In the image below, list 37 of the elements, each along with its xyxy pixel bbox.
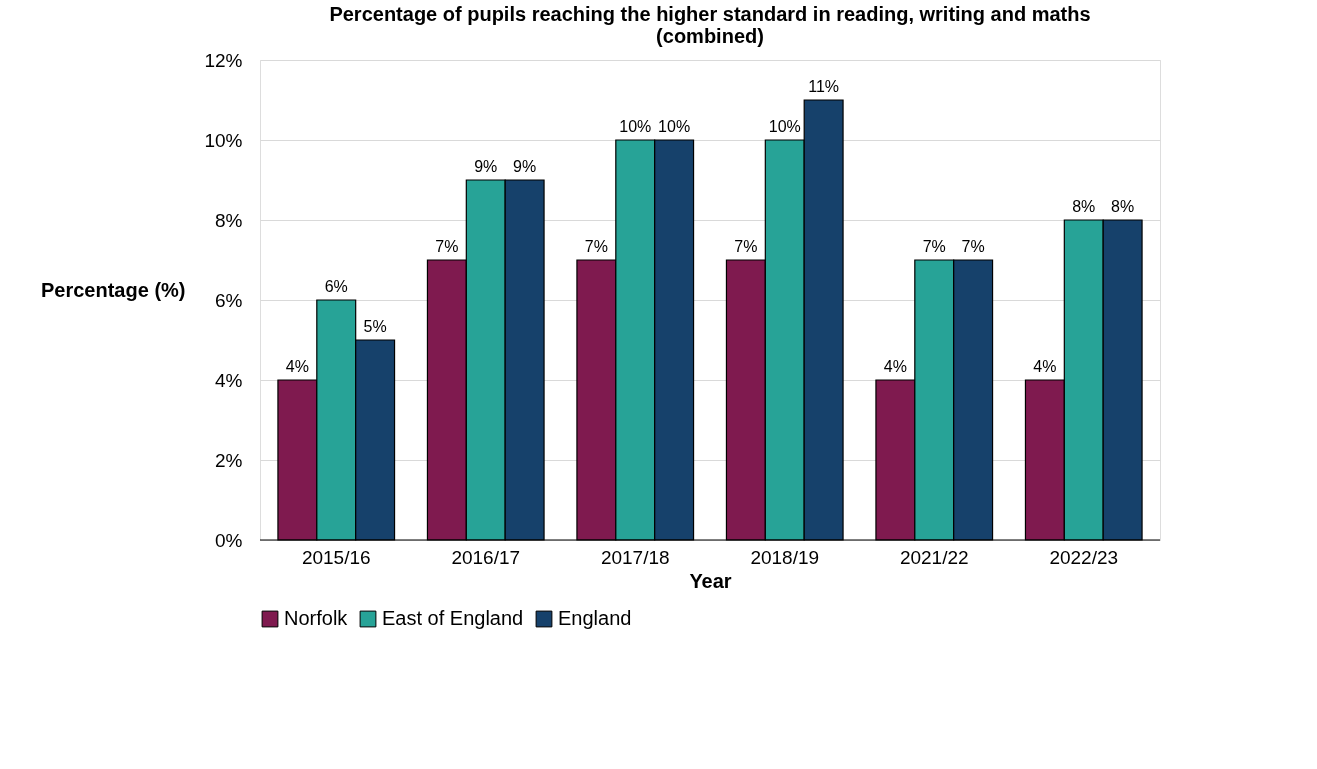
x-tick-label: 2017/18 xyxy=(600,546,670,568)
y-tick-label: 6% xyxy=(215,289,243,311)
data-label: 9% xyxy=(513,158,537,175)
y-tick-label: 8% xyxy=(215,209,243,231)
y-tick-label: 0% xyxy=(215,529,243,551)
x-tick-label: 2021/22 xyxy=(899,546,969,568)
data-label: 7% xyxy=(435,238,459,255)
data-label: 7% xyxy=(734,238,758,255)
data-label: 7% xyxy=(961,238,985,255)
chart-title: Percentage of pupils reaching the higher standard in reading, writing and maths (combined) xyxy=(329,3,1091,47)
data-label: 7% xyxy=(922,238,946,255)
data-label: 6% xyxy=(324,278,348,295)
x-axis-title: Year xyxy=(689,569,732,592)
data-label: 10% xyxy=(768,118,801,135)
x-tick-label: 2015/16 xyxy=(301,546,371,568)
y-tick-label: 2% xyxy=(215,449,243,471)
x-tick-label: 2016/17 xyxy=(451,546,521,568)
data-label: 7% xyxy=(584,238,608,255)
legend-label: Norfolk xyxy=(284,607,349,629)
data-label: 8% xyxy=(1072,198,1096,215)
x-tick-label: 2018/19 xyxy=(750,546,820,568)
data-label: 4% xyxy=(883,358,907,375)
data-label: 10% xyxy=(658,118,691,135)
data-label: 9% xyxy=(474,158,498,175)
x-tick-label: 2022/23 xyxy=(1049,546,1119,568)
y-axis-title: Percentage (%) xyxy=(41,278,186,301)
legend-label: East of England xyxy=(382,607,524,629)
legend-label: England xyxy=(558,607,632,629)
data-label: 4% xyxy=(1033,358,1057,375)
data-label: 10% xyxy=(619,118,652,135)
y-tick-label: 12% xyxy=(204,49,243,71)
data-label: 8% xyxy=(1111,198,1135,215)
data-label: 11% xyxy=(808,78,840,95)
y-tick-label: 10% xyxy=(204,129,243,151)
data-label: 4% xyxy=(285,358,309,375)
y-tick-label: 4% xyxy=(215,369,243,391)
data-label: 5% xyxy=(363,318,387,335)
